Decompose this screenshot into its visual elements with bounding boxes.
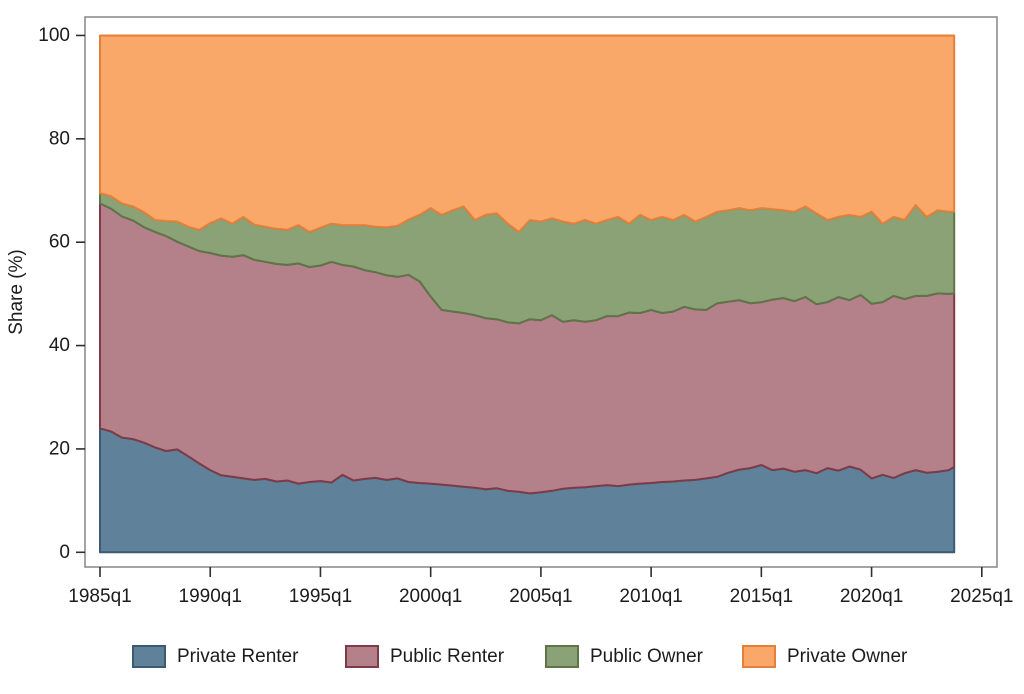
stacked-area-chart: 0 20 40 60 80 100 1985q1 1990q1 1995q1 2000q1 2005… (6, 16, 1014, 607)
legend-item-private-owner: Private Owner (742, 645, 907, 668)
legend-item-private-renter: Private Renter (132, 645, 298, 668)
y-tick-label-100: 100 (38, 25, 70, 46)
x-tick-label-1985q1: 1985q1 (68, 586, 131, 607)
private-renter-swatch-icon (132, 645, 166, 668)
x-tick-label-2000q1: 2000q1 (399, 586, 462, 607)
legend-label-private-owner: Private Owner (787, 645, 908, 667)
legend-item-public-renter: Public Renter (345, 645, 504, 668)
x-tick-label-2020q1: 2020q1 (840, 586, 903, 607)
area-band-private-owner (99, 34, 956, 233)
private-owner-swatch-icon (742, 645, 776, 668)
y-tick-label-20: 20 (49, 438, 70, 459)
axis-ticks: 0 20 40 60 80 100 1985q1 1990q1 1995q1 2000q1 2005… (38, 25, 1013, 607)
area-bands (99, 34, 956, 554)
legend-item-public-owner: Public Owner (545, 645, 703, 668)
chart-legend: Private Renter Public Renter Public Owne… (0, 645, 1024, 685)
public-owner-swatch-icon (545, 645, 579, 668)
y-tick-label-0: 0 (59, 542, 70, 563)
x-tick-label-2005q1: 2005q1 (509, 586, 572, 607)
y-tick-label-80: 80 (49, 128, 70, 149)
x-tick-label-1990q1: 1990q1 (179, 586, 242, 607)
legend-label-private-renter: Private Renter (177, 645, 299, 667)
x-tick-label-1995q1: 1995q1 (289, 586, 352, 607)
y-tick-label-60: 60 (49, 232, 70, 253)
x-tick-label-2015q1: 2015q1 (730, 586, 793, 607)
public-renter-swatch-icon (345, 645, 379, 668)
x-tick-label-2010q1: 2010q1 (619, 586, 682, 607)
y-axis-title: Share (%) (6, 249, 27, 335)
legend-label-public-renter: Public Renter (390, 645, 505, 667)
x-tick-label-2025q1: 2025q1 (950, 586, 1013, 607)
legend-label-public-owner: Public Owner (590, 645, 703, 667)
y-tick-label-40: 40 (49, 335, 70, 356)
